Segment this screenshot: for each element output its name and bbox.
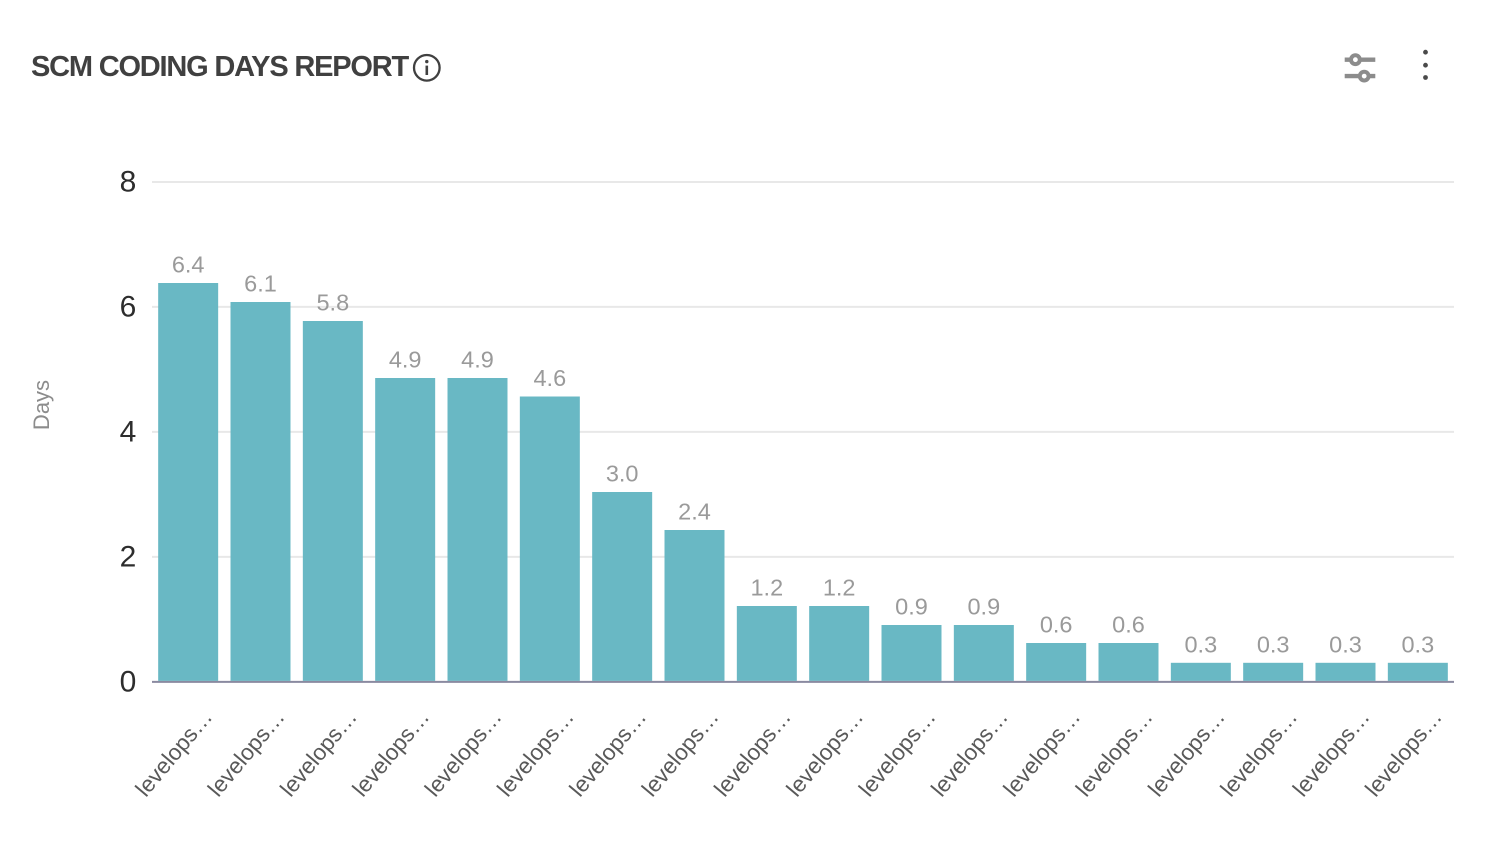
svg-text:6: 6 [120, 291, 137, 324]
svg-text:0.6: 0.6 [1040, 612, 1073, 638]
svg-text:4.6: 4.6 [533, 365, 566, 391]
svg-text:0.3: 0.3 [1329, 632, 1362, 658]
svg-text:4: 4 [120, 416, 137, 449]
svg-text:4.9: 4.9 [389, 347, 422, 373]
svg-text:0.3: 0.3 [1257, 632, 1290, 658]
svg-text:0: 0 [120, 666, 137, 699]
svg-text:4.9: 4.9 [461, 347, 494, 373]
svg-text:2: 2 [120, 541, 137, 574]
svg-text:0.3: 0.3 [1184, 632, 1217, 658]
svg-text:1.2: 1.2 [823, 575, 856, 601]
svg-text:8: 8 [120, 166, 137, 199]
svg-text:2.4: 2.4 [678, 499, 711, 525]
svg-text:0.6: 0.6 [1112, 612, 1145, 638]
svg-text:0.3: 0.3 [1401, 632, 1434, 658]
svg-text:0.9: 0.9 [895, 594, 928, 620]
svg-text:6.1: 6.1 [244, 271, 277, 297]
svg-text:1.2: 1.2 [750, 575, 783, 601]
svg-text:0.9: 0.9 [967, 594, 1000, 620]
svg-text:levelops…: levelops… [1360, 705, 1447, 802]
svg-text:Days: Days [29, 380, 54, 430]
svg-text:6.4: 6.4 [172, 252, 205, 278]
svg-text:3.0: 3.0 [606, 461, 639, 487]
svg-text:5.8: 5.8 [316, 290, 349, 316]
